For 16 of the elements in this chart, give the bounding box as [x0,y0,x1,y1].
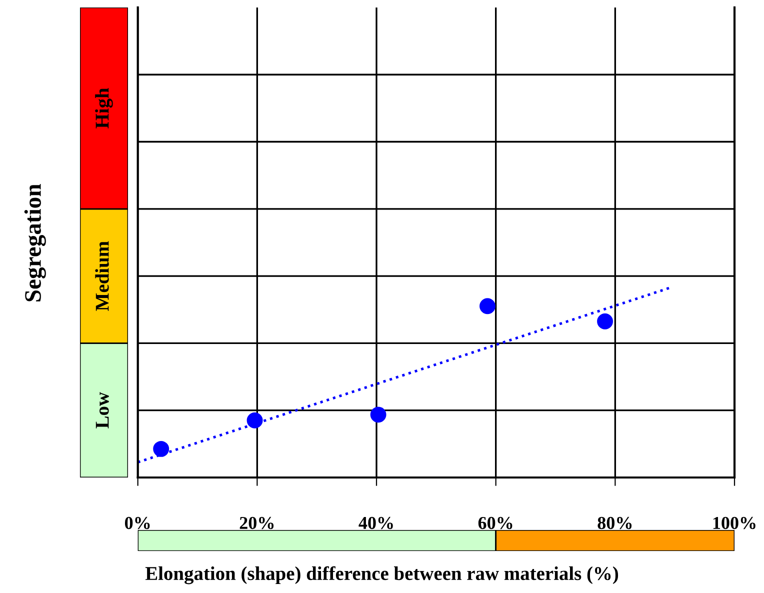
x-tick-label: 0% [124,516,150,530]
text: Medium [95,241,109,311]
x-tick-label: 80% [598,516,632,530]
text: Low [96,392,109,428]
point [153,440,170,457]
point [246,412,263,428]
x-axis-title: Elongation (shape) difference between raw materials (%) [145,566,618,584]
point [480,298,496,314]
point [370,406,386,423]
x-tick-label: 20% [240,516,274,530]
x-tick-label: 40% [358,516,393,530]
y-axis-title: Segregation [24,184,46,302]
text: High [95,88,113,128]
x-tick-label: 60% [478,516,512,530]
x-tick-label: 100% [713,516,756,530]
point [597,313,614,330]
